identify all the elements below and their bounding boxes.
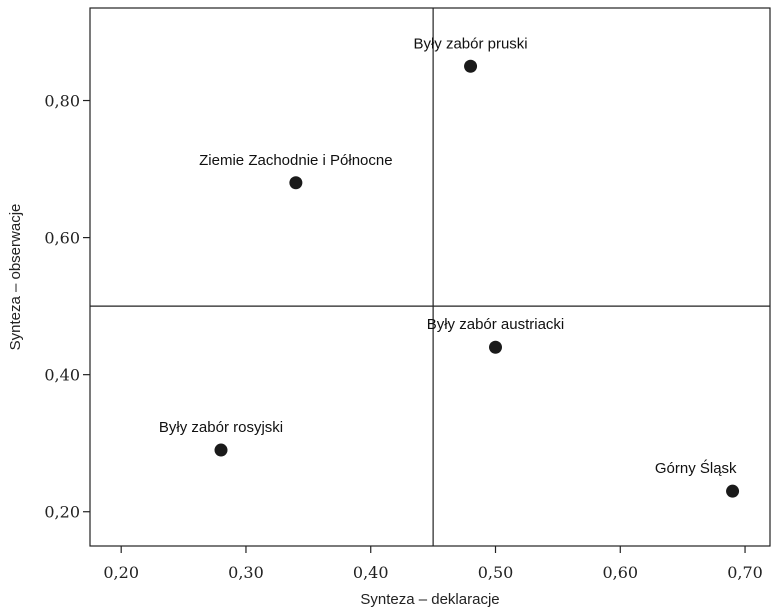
data-points: Były zabór pruski Ziemie Zachodnie i Półn… <box>159 35 740 498</box>
y-axis-ticks: 0,20 0,40 0,60 0,80 <box>44 92 90 522</box>
x-axis-ticks: 0,20 0,30 0,40 0,50 0,60 0,70 <box>103 546 763 582</box>
x-tick-label: 0,30 <box>228 563 264 582</box>
plot-frame <box>89 7 771 547</box>
x-tick-label: 0,20 <box>103 563 139 582</box>
point-label: Były zabór pruski <box>413 35 527 52</box>
y-axis-title: Synteza – obserwacje <box>7 204 24 351</box>
point-label: Ziemie Zachodnie i Północne <box>199 152 392 169</box>
y-tick-label: 0,60 <box>44 229 80 248</box>
x-axis-title: Synteza – deklaracje <box>360 591 499 608</box>
x-tick-label: 0,70 <box>727 563 763 582</box>
y-tick-label: 0,80 <box>44 92 80 111</box>
point-label: Były zabór rosyjski <box>159 419 283 436</box>
point-label: Górny Śląsk <box>655 459 737 477</box>
data-point <box>726 484 740 498</box>
y-tick-label: 0,40 <box>44 366 80 385</box>
x-tick-label: 0,40 <box>353 563 389 582</box>
data-point <box>489 340 503 354</box>
x-tick-label: 0,60 <box>602 563 638 582</box>
y-tick-label: 0,20 <box>44 503 80 522</box>
data-point <box>289 176 303 190</box>
data-point <box>214 443 228 457</box>
x-tick-label: 0,50 <box>478 563 514 582</box>
point-label: Były zabór austriacki <box>427 316 565 333</box>
data-point <box>464 59 478 73</box>
